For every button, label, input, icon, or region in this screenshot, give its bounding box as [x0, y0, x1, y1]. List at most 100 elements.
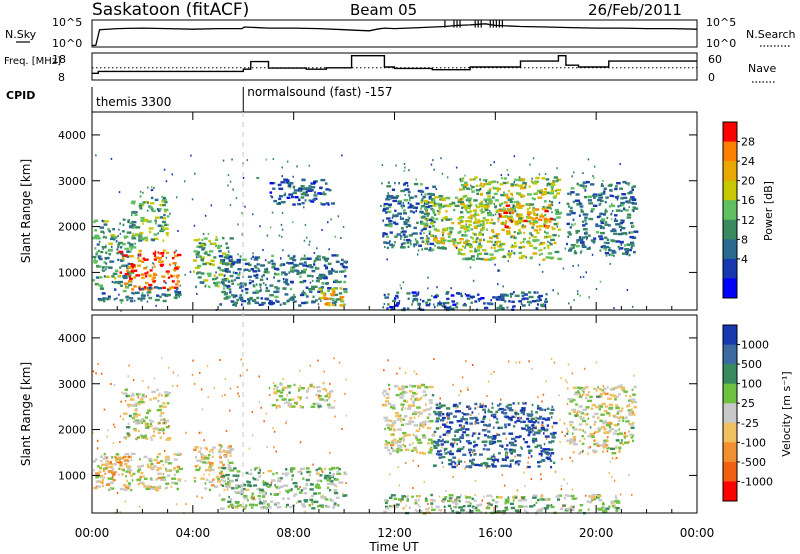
power-cell — [424, 207, 428, 210]
power-cell — [261, 275, 264, 278]
velocity-cell — [444, 496, 448, 499]
velocity-cell — [551, 436, 556, 439]
velocity-cell — [242, 483, 247, 487]
velocity-ytick-label: 2000 — [58, 424, 86, 437]
power-cell — [518, 231, 522, 234]
power-cell — [601, 218, 606, 221]
velocity-cell — [402, 394, 405, 397]
power-cell — [271, 254, 274, 258]
velocity-cell — [227, 483, 231, 486]
velocity-cell — [305, 478, 310, 482]
velocity-cell — [160, 478, 164, 482]
power-cell — [260, 297, 263, 300]
velocity-cell — [471, 411, 474, 414]
power-cell — [567, 235, 570, 238]
power-cell — [150, 207, 154, 211]
power-cell — [414, 195, 418, 198]
power-cell — [402, 233, 406, 236]
power-cell — [318, 288, 323, 291]
velocity-cell — [515, 412, 520, 416]
power-cell — [132, 292, 135, 295]
velocity-cell — [550, 504, 553, 507]
velocity-cell — [258, 475, 262, 478]
velocity-cell — [384, 427, 386, 431]
power-cell — [161, 198, 167, 201]
velocity-cell — [454, 430, 459, 433]
power-cell — [506, 196, 511, 200]
power-cell — [433, 197, 436, 200]
velocity-cell — [177, 452, 182, 456]
power-cell — [335, 260, 340, 263]
velocity-cell — [613, 424, 619, 427]
velocity-cell — [633, 374, 635, 377]
power-cell — [175, 249, 177, 252]
power-cell — [550, 189, 555, 192]
velocity-cell — [196, 459, 202, 462]
velocity-cell — [331, 473, 336, 476]
velocity-cell — [479, 403, 482, 406]
velocity-cell — [616, 499, 620, 503]
velocity-cell — [314, 485, 320, 489]
velocity-cell — [232, 474, 237, 477]
power-cell — [227, 250, 230, 253]
velocity-cell — [536, 509, 541, 513]
power-cell — [407, 206, 409, 209]
velocity-cell — [193, 476, 196, 480]
power-cell — [532, 239, 535, 242]
power-cell — [575, 193, 580, 196]
velocity-cell — [253, 496, 255, 499]
velocity-cell — [311, 500, 315, 504]
velocity-cell — [202, 461, 207, 464]
velocity-cell — [421, 383, 426, 387]
power-cell — [141, 276, 145, 280]
power-cell — [591, 208, 595, 211]
power-cell — [532, 206, 536, 210]
power-cell — [582, 213, 586, 216]
power-cell — [419, 298, 422, 301]
velocity-cell — [598, 429, 601, 432]
velocity-cell — [588, 391, 590, 394]
power-cell — [507, 208, 512, 211]
power-cell — [323, 193, 327, 196]
velocity-cell — [203, 473, 205, 476]
power-cell — [259, 225, 261, 228]
power-cell — [433, 305, 436, 309]
velocity-cell — [587, 399, 593, 403]
velocity-cell — [447, 458, 452, 462]
power-cell — [490, 246, 493, 249]
velocity-cell — [469, 454, 472, 457]
power-cell — [554, 194, 557, 198]
velocity-cell — [247, 484, 252, 487]
velocity-cell — [543, 442, 546, 446]
power-cell — [310, 200, 315, 203]
velocity-cell — [128, 404, 132, 407]
velocity-cell — [317, 403, 321, 406]
velocity-cell — [572, 410, 577, 413]
velocity-cell — [427, 438, 433, 441]
velocity-cell — [145, 487, 150, 490]
power-cell — [213, 281, 216, 285]
velocity-cell — [542, 432, 545, 435]
power-cell — [486, 182, 492, 186]
velocity-cell — [573, 428, 579, 431]
velocity-cell — [519, 435, 522, 438]
power-cell — [411, 303, 413, 306]
velocity-cell — [617, 450, 621, 453]
velocity-cell — [457, 448, 462, 451]
velocity-cell — [141, 395, 145, 399]
velocity-cell — [582, 419, 587, 423]
velocity-cell — [566, 439, 571, 442]
velocity-cell — [439, 435, 442, 438]
nsky-series-0 — [92, 23, 698, 47]
power-cell — [293, 269, 299, 272]
velocity-colorbar-label-tick: 100 — [741, 378, 762, 391]
velocity-cell — [575, 403, 578, 406]
velocity-cell — [490, 373, 493, 375]
velocity-cell — [408, 390, 413, 393]
power-cell — [113, 281, 118, 284]
power-cell — [499, 248, 505, 251]
velocity-cell — [126, 479, 128, 483]
velocity-cell — [281, 398, 285, 401]
velocity-cell — [336, 472, 342, 475]
power-cell — [161, 220, 167, 224]
